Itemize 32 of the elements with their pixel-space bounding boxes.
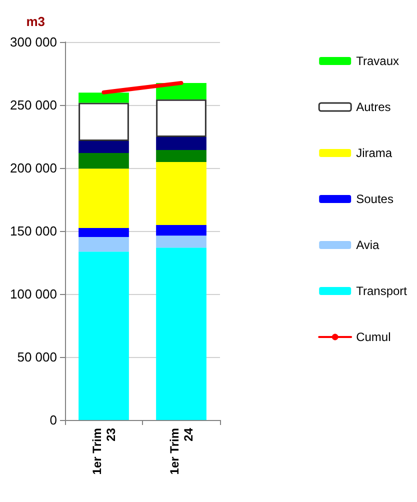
bar bbox=[78, 237, 129, 252]
y-tick-label: 200 000 bbox=[10, 160, 57, 176]
legend-label: Travaux bbox=[356, 54, 399, 68]
bar bbox=[78, 168, 129, 228]
bar bbox=[78, 102, 129, 142]
bar bbox=[78, 228, 129, 238]
x-tick-label: 1er Trim 23 bbox=[90, 428, 118, 475]
bar bbox=[156, 224, 206, 236]
bar bbox=[78, 252, 129, 420]
legend-label: Cumul bbox=[356, 330, 391, 344]
y-axis-title: m3 bbox=[26, 14, 45, 29]
bar bbox=[156, 137, 206, 150]
bar bbox=[156, 236, 206, 248]
bar bbox=[156, 248, 206, 420]
legend-label: Jirama bbox=[356, 146, 392, 160]
bar bbox=[78, 153, 129, 169]
y-tick-label: 0 bbox=[50, 412, 57, 428]
bar bbox=[78, 141, 129, 154]
y-tick-label: 50 000 bbox=[17, 350, 57, 364]
legend-label: Autres bbox=[356, 100, 391, 114]
bar bbox=[78, 92, 129, 103]
legend-label: Transport bbox=[356, 284, 408, 298]
y-tick-label: 300 000 bbox=[10, 34, 57, 50]
bar bbox=[156, 150, 206, 162]
y-tick-label: 250 000 bbox=[10, 98, 57, 112]
bar bbox=[156, 99, 206, 138]
legend-label: Soutes bbox=[356, 192, 394, 206]
y-tick-label: 150 000 bbox=[10, 224, 57, 238]
x-tick-label: 1er Trim 24 bbox=[167, 428, 196, 475]
bar bbox=[156, 162, 206, 225]
legend-label: Avia bbox=[356, 238, 380, 252]
y-tick-label: 100 000 bbox=[10, 286, 57, 302]
